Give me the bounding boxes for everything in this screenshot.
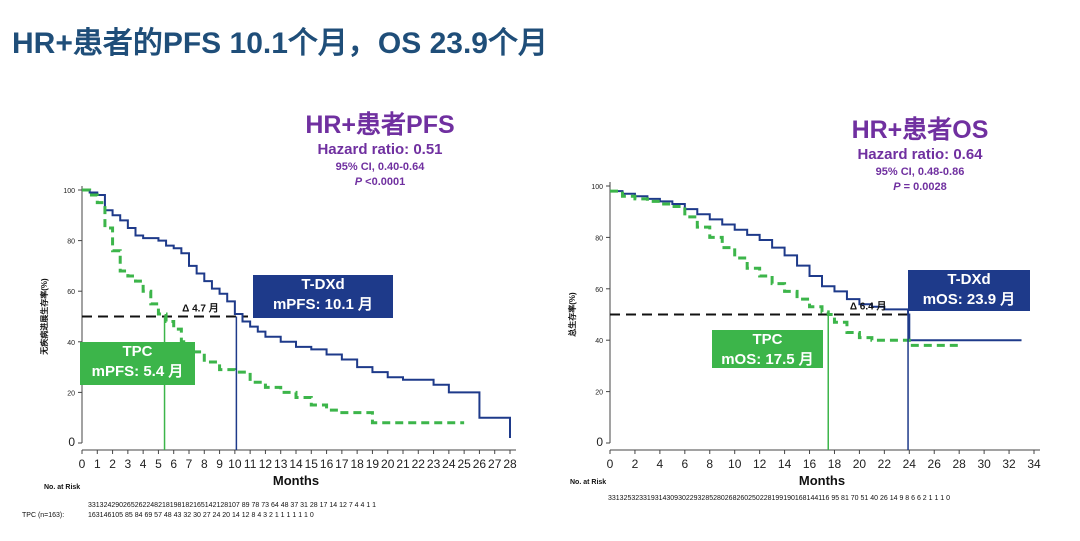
pfs-tdxd-box: T-DXd mPFS: 10.1 月 <box>253 275 393 318</box>
delta-label: Δ 4.7 月 <box>182 303 219 315</box>
x-tick-label: 20 <box>853 457 867 471</box>
pfs-heading-block: HR+患者PFS Hazard ratio: 0.51 95% CI, 0.40… <box>280 110 480 189</box>
risk-row-values: 331324290265262248218198182165142128107 … <box>88 502 376 509</box>
os-tpc-box: TPC mOS: 17.5 月 <box>712 330 823 368</box>
x-tick-label: 6 <box>681 457 688 471</box>
y-tick-label: 20 <box>595 390 603 397</box>
km-curve-tpc <box>82 188 465 425</box>
y-tick-label: 40 <box>67 340 75 347</box>
x-tick-label: 24 <box>903 457 917 471</box>
x-tick-label: 13 <box>274 457 288 471</box>
x-tick-label: 23 <box>427 457 441 471</box>
x-tick-label: 22 <box>412 457 426 471</box>
y-tick-label: 80 <box>67 239 75 246</box>
x-axis-label: Months <box>799 473 845 488</box>
x-tick-label: 2 <box>109 457 116 471</box>
y-tick-label: 60 <box>67 289 75 296</box>
km-curve-tdxd <box>610 190 1022 342</box>
x-tick-label: 0 <box>607 457 614 471</box>
y-tick-label: 40 <box>595 338 603 345</box>
x-tick-label: 26 <box>928 457 942 471</box>
x-axis-label: Months <box>273 473 319 488</box>
x-tick-label: 4 <box>657 457 664 471</box>
os-p: P = 0.0028 <box>893 181 947 193</box>
delta-label: Δ 6.4 月 <box>850 301 887 313</box>
pfs-hazard: Hazard ratio: 0.51 <box>317 141 443 158</box>
x-tick-label: 11 <box>244 457 257 471</box>
slide-title: HR+患者的PFS 10.1个月，OS 23.9个月 <box>12 27 548 60</box>
y-tick-label: 0 <box>596 435 603 449</box>
x-tick-label: 28 <box>952 457 966 471</box>
x-tick-label: 19 <box>366 457 380 471</box>
x-tick-label: 22 <box>878 457 892 471</box>
pfs-ci: 95% CI, 0.40-0.64 <box>335 161 425 173</box>
risk-row-values: 3313253233193143093022932852802682602502… <box>608 495 950 502</box>
y-tick-label: 100 <box>591 184 603 191</box>
os-tdxd-box: T-DXd mOS: 23.9 月 <box>908 270 1030 311</box>
x-tick-label: 9 <box>216 457 223 471</box>
x-tick-label: 12 <box>753 457 767 471</box>
pfs-p: P <0.0001 <box>354 176 406 188</box>
y-tick-label: 0 <box>68 435 75 449</box>
x-tick-label: 0 <box>79 457 86 471</box>
x-tick-label: 20 <box>381 457 395 471</box>
os-heading-block: HR+患者OS Hazard ratio: 0.64 95% CI, 0.48-… <box>820 115 1020 194</box>
y-axis-label: 总生存率(%) <box>567 292 577 337</box>
x-tick-label: 28 <box>503 457 517 471</box>
x-tick-label: 3 <box>125 457 132 471</box>
x-tick-label: 14 <box>289 457 303 471</box>
y-tick-label: 100 <box>63 188 75 195</box>
x-tick-label: 30 <box>977 457 991 471</box>
x-tick-label: 25 <box>457 457 471 471</box>
x-tick-label: 16 <box>320 457 334 471</box>
x-tick-label: 18 <box>828 457 842 471</box>
os-hazard: Hazard ratio: 0.64 <box>857 146 983 163</box>
km-curve-tpc <box>610 189 960 347</box>
x-tick-label: 8 <box>706 457 713 471</box>
x-tick-label: 27 <box>488 457 502 471</box>
km-curve-tdxd <box>82 189 511 438</box>
x-tick-label: 10 <box>228 457 242 471</box>
pfs-tpc-box: TPC mPFS: 5.4 月 <box>80 342 195 385</box>
pfs-heading: HR+患者PFS <box>305 111 455 139</box>
y-tick-label: 20 <box>67 390 75 397</box>
x-tick-label: 2 <box>632 457 639 471</box>
x-tick-label: 26 <box>473 457 487 471</box>
x-tick-label: 16 <box>803 457 817 471</box>
x-tick-label: 34 <box>1027 457 1041 471</box>
x-tick-label: 6 <box>170 457 177 471</box>
y-axis-label: 无疾病进展生存率(%) <box>39 278 49 356</box>
x-tick-label: 18 <box>350 457 364 471</box>
y-tick-label: 60 <box>595 287 603 294</box>
x-tick-label: 17 <box>335 457 349 471</box>
x-tick-label: 14 <box>778 457 792 471</box>
x-tick-label: 5 <box>155 457 162 471</box>
x-tick-label: 7 <box>186 457 193 471</box>
x-tick-label: 1 <box>94 457 101 471</box>
risk-table-header: No. at Risk <box>570 479 606 486</box>
os-heading: HR+患者OS <box>851 116 989 144</box>
x-tick-label: 32 <box>1002 457 1016 471</box>
x-tick-label: 15 <box>305 457 319 471</box>
y-tick-label: 80 <box>595 235 603 242</box>
risk-row-values: 163146105 85 84 69 57 48 43 32 30 27 24 … <box>88 512 314 519</box>
x-tick-label: 4 <box>140 457 147 471</box>
x-tick-label: 10 <box>728 457 742 471</box>
risk-row-label: TPC (n=163): <box>22 512 64 519</box>
risk-table-header: No. at Risk <box>44 484 80 491</box>
x-tick-label: 12 <box>259 457 273 471</box>
x-tick-label: 21 <box>396 457 410 471</box>
os-ci: 95% CI, 0.48-0.86 <box>875 166 965 178</box>
x-tick-label: 8 <box>201 457 208 471</box>
x-tick-label: 24 <box>442 457 456 471</box>
